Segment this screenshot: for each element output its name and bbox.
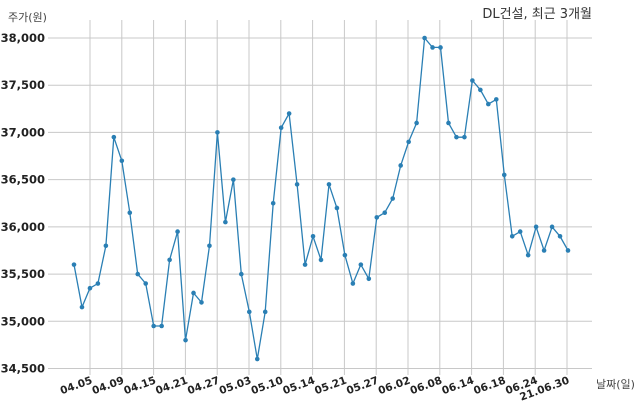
data-point — [374, 215, 380, 220]
x-axis-label: 날짜(일) — [596, 377, 635, 391]
data-point — [183, 337, 188, 343]
series-line — [73, 36, 569, 360]
data-point — [390, 196, 396, 201]
x-tick-label: 05.27 — [345, 375, 380, 398]
data-point — [342, 252, 348, 258]
data-point — [382, 210, 388, 215]
y-tick-label: 36,500 — [1, 173, 45, 187]
y-tick-label: 35,000 — [1, 314, 45, 328]
data-point — [486, 101, 491, 107]
data-point — [239, 271, 244, 277]
data-point — [454, 134, 459, 140]
data-point — [167, 257, 172, 263]
grid — [48, 20, 592, 375]
data-point — [87, 285, 93, 291]
data-point — [414, 120, 419, 126]
y-tick-label: 38,000 — [1, 31, 45, 45]
x-tick-label: 06.08 — [409, 375, 444, 398]
x-tick-label: 04.15 — [122, 375, 157, 398]
data-point — [478, 87, 483, 93]
data-point — [71, 262, 77, 267]
data-point — [318, 257, 324, 263]
data-point — [294, 182, 300, 187]
data-point — [549, 224, 555, 230]
data-point — [422, 35, 427, 41]
data-point — [119, 158, 125, 164]
x-axis-ticks: 04.0504.0904.1504.2104.2705.0305.1005.14… — [59, 375, 571, 404]
data-point — [79, 304, 85, 310]
data-point — [310, 234, 316, 239]
x-tick-label: 06.18 — [472, 375, 507, 398]
y-tick-label: 37,500 — [1, 78, 45, 92]
data-point — [493, 97, 499, 102]
y-tick-label: 35,500 — [1, 267, 45, 281]
data-point — [565, 248, 571, 253]
data-point — [223, 219, 228, 225]
data-point — [95, 281, 101, 286]
data-point — [103, 243, 109, 249]
data-point — [350, 281, 356, 286]
x-tick-label: 05.14 — [281, 375, 316, 398]
data-point — [286, 111, 292, 116]
data-point — [143, 281, 149, 286]
data-point — [398, 163, 403, 168]
x-tick-label: 04.21 — [154, 375, 189, 398]
data-point — [215, 130, 220, 135]
data-point — [151, 323, 156, 329]
y-axis-ticks: 34,500 35,000 35,500 36,000 36,500 37,000 37,5… — [1, 31, 45, 376]
data-point — [231, 177, 236, 182]
series-group — [71, 35, 571, 362]
data-point — [366, 276, 372, 282]
x-tick-label: 05.03 — [218, 375, 253, 398]
data-point — [470, 78, 475, 83]
x-tick-label: 04.05 — [59, 375, 94, 398]
x-tick-label: 06.02 — [377, 375, 412, 398]
data-point — [207, 243, 212, 249]
data-point — [533, 224, 539, 230]
data-point — [430, 45, 435, 50]
data-point — [159, 323, 164, 329]
data-point — [270, 200, 276, 206]
data-point — [462, 134, 467, 140]
chart-title: DL건설, 최근 3개월 — [482, 7, 592, 22]
data-point — [199, 300, 204, 305]
y-tick-label: 37,000 — [1, 125, 45, 139]
y-axis-label: 주가(원) — [8, 11, 47, 24]
data-point — [406, 139, 411, 145]
data-point — [525, 252, 531, 258]
data-point — [262, 309, 268, 315]
data-point — [135, 271, 141, 277]
x-tick-label: 04.09 — [91, 375, 126, 398]
data-point — [278, 125, 284, 131]
data-point — [446, 120, 451, 126]
data-point — [358, 262, 364, 267]
data-point — [501, 172, 507, 178]
data-point — [246, 309, 252, 315]
data-point — [334, 205, 340, 211]
x-tick-label: 05.21 — [313, 375, 348, 398]
data-point — [111, 134, 117, 140]
data-point — [438, 45, 443, 50]
data-point — [557, 234, 563, 239]
x-tick-label: 06.14 — [440, 375, 475, 398]
data-point — [517, 229, 523, 234]
data-point — [541, 248, 547, 253]
x-tick-label: 04.27 — [186, 375, 221, 398]
y-tick-label: 36,000 — [1, 220, 45, 234]
data-point — [127, 210, 133, 215]
data-point — [509, 234, 515, 239]
data-point — [326, 182, 332, 187]
x-tick-label: 05.10 — [250, 375, 285, 398]
data-point — [191, 290, 196, 296]
data-point — [254, 356, 260, 362]
y-tick-label: 34,500 — [1, 362, 45, 376]
data-point — [175, 229, 180, 234]
data-point — [302, 262, 308, 267]
